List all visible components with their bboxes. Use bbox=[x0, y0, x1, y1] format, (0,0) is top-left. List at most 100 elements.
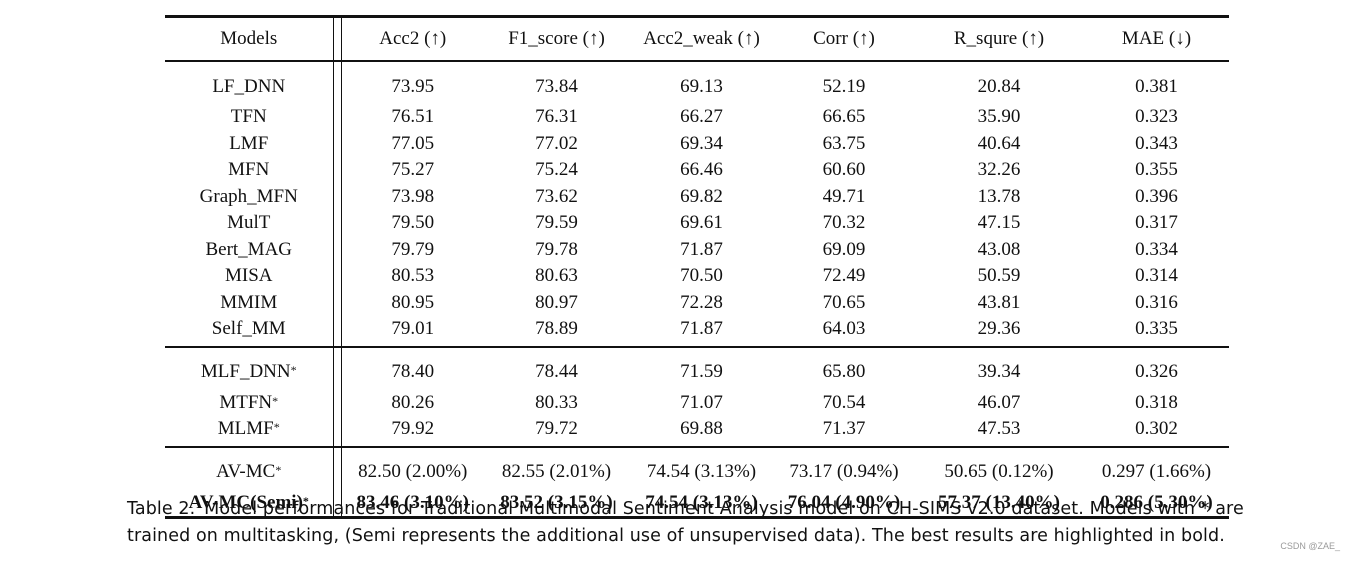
table-row: MMIM 80.95 80.97 72.28 70.65 43.81 0.316 bbox=[165, 289, 1229, 316]
table-body: LF_DNN 73.95 73.84 69.13 52.19 20.84 0.381 TFN 7… bbox=[165, 61, 1229, 519]
double-rule bbox=[332, 445, 342, 490]
column-header-models: Models bbox=[165, 15, 333, 62]
model-name-cell: MFN bbox=[165, 157, 333, 184]
model-name-cell: AV-MC(Semi)* bbox=[165, 489, 333, 519]
double-rule bbox=[332, 236, 342, 263]
metric-cell: 0.335 bbox=[1135, 318, 1178, 339]
metric-cell: 13.78 bbox=[977, 185, 1021, 207]
results-table: Models Acc2 (↑) F1_score (↑) Acc2_weak (… bbox=[165, 15, 1229, 519]
double-rule bbox=[332, 61, 342, 104]
metric-cell: 43.08 bbox=[977, 238, 1021, 260]
model-name-cell: Self_MM bbox=[165, 316, 333, 347]
double-rule bbox=[332, 130, 342, 157]
metric-cell: 69.13 bbox=[680, 75, 723, 97]
double-rule bbox=[332, 345, 342, 390]
caption-line-2: trained on multitasking, (Semi represent… bbox=[127, 526, 1225, 546]
metric-cell: 75.24 bbox=[535, 159, 578, 180]
metric-cell: 79.72 bbox=[535, 418, 578, 439]
header-row: Models Acc2 (↑) F1_score (↑) Acc2_weak (… bbox=[165, 15, 1229, 62]
metric-cell: 35.90 bbox=[977, 106, 1021, 127]
metric-cell: 82.50 (2.00%) bbox=[341, 445, 484, 490]
metric-cell: 73.84 bbox=[535, 75, 578, 97]
metric-cell: 73.17 (0.94%) bbox=[774, 445, 914, 490]
double-rule bbox=[332, 15, 342, 62]
metric-cell: 79.78 bbox=[535, 238, 578, 260]
model-name: Bert_MAG bbox=[205, 238, 293, 260]
model-name: MulT bbox=[227, 212, 271, 233]
metric-cell: 43.81 bbox=[977, 291, 1021, 313]
metric-cell: 0.334 bbox=[1135, 238, 1178, 260]
table-row: MTFN* 80.26 80.33 71.07 70.54 46.07 0.318 bbox=[165, 389, 1229, 416]
metric-cell: 69.61 bbox=[680, 212, 723, 233]
metric-cell: 65.80 bbox=[774, 345, 914, 390]
metric-cell: 69.82 bbox=[680, 185, 723, 207]
table-row: Self_MM 79.01 78.89 71.87 64.03 29.36 0.335 bbox=[165, 316, 1229, 347]
double-rule bbox=[332, 183, 342, 210]
metric-cell: 78.89 bbox=[535, 318, 578, 339]
model-name: MISA bbox=[224, 265, 273, 286]
double-rule bbox=[332, 263, 342, 290]
table-row: LMF 77.05 77.02 69.34 63.75 40.64 0.343 bbox=[165, 130, 1229, 157]
metric-cell: 47.53 bbox=[977, 418, 1021, 439]
table-row: MFN 75.27 75.24 66.46 60.60 32.26 0.355 bbox=[165, 157, 1229, 184]
metric-cell: 49.71 bbox=[822, 185, 866, 207]
metric-cell: 0.286 (5.30%) bbox=[1084, 489, 1229, 519]
column-header-acc2-weak: Acc2_weak (↑) bbox=[629, 15, 774, 62]
multitask-star: * bbox=[290, 363, 297, 378]
double-rule bbox=[332, 289, 342, 316]
multitask-star: * bbox=[273, 420, 280, 434]
model-name-cell: AV-MC* bbox=[165, 445, 333, 490]
metric-cell: 46.07 bbox=[977, 391, 1021, 413]
metric-cell: 66.27 bbox=[680, 106, 723, 127]
model-name: MLF_DNN bbox=[200, 361, 291, 383]
metric-cell: 0.297 (1.66%) bbox=[1084, 445, 1229, 490]
metric-cell: 0.302 bbox=[1135, 418, 1178, 439]
metric-cell: 83.52 (3.15%) bbox=[484, 489, 629, 519]
metric-cell: 79.92 bbox=[391, 418, 435, 439]
model-name-cell: MISA bbox=[165, 263, 333, 290]
metric-cell: 0.381 bbox=[1135, 75, 1178, 97]
metric-cell: 74.54 (3.13%) bbox=[629, 489, 774, 519]
metric-cell: 80.95 bbox=[391, 291, 435, 313]
model-name-cell: MLMF* bbox=[165, 416, 333, 447]
table-row: MISA 80.53 80.63 70.50 72.49 50.59 0.314 bbox=[165, 263, 1229, 290]
double-rule bbox=[332, 489, 342, 519]
metric-cell: 78.40 bbox=[341, 345, 484, 390]
metric-cell: 70.50 bbox=[680, 265, 723, 286]
metric-cell: 40.64 bbox=[977, 132, 1021, 154]
metric-cell: 57.37 (13.40%) bbox=[914, 489, 1084, 519]
metric-cell: 79.50 bbox=[391, 212, 435, 233]
metric-cell: 76.31 bbox=[535, 106, 578, 127]
table-row: TFN 76.51 76.31 66.27 66.65 35.90 0.323 bbox=[165, 104, 1229, 131]
table-row: MLMF* 79.92 79.72 69.88 71.37 47.53 0.302 bbox=[165, 416, 1229, 447]
metric-cell: 74.54 (3.13%) bbox=[629, 445, 774, 490]
model-name-cell: LF_DNN bbox=[165, 61, 333, 104]
double-rule bbox=[332, 389, 342, 416]
model-name-cell: Bert_MAG bbox=[165, 237, 333, 264]
metric-cell: 20.84 bbox=[977, 75, 1021, 97]
double-rule bbox=[332, 210, 342, 237]
metric-cell: 70.32 bbox=[822, 212, 866, 233]
table-row: MLF_DNN* 78.40 78.44 71.59 65.80 39.34 0.326 bbox=[165, 345, 1229, 390]
model-name: TFN bbox=[230, 106, 267, 127]
metric-cell: 50.65 (0.12%) bbox=[914, 445, 1084, 490]
metric-cell: 66.46 bbox=[680, 159, 723, 180]
metric-cell: 79.59 bbox=[535, 212, 578, 233]
metric-cell: 80.33 bbox=[535, 391, 578, 413]
model-name: AV-MC bbox=[216, 461, 276, 483]
metric-cell: 39.34 bbox=[914, 345, 1084, 390]
metric-cell: 66.65 bbox=[822, 106, 866, 127]
metric-cell: 82.55 (2.01%) bbox=[484, 445, 629, 490]
table-row: Graph_MFN 73.98 73.62 69.82 49.71 13.78 0.396 bbox=[165, 183, 1229, 210]
metric-cell: 73.98 bbox=[391, 185, 435, 207]
metric-cell: 69.09 bbox=[822, 238, 866, 260]
metric-cell: 80.63 bbox=[535, 265, 578, 286]
metric-cell: 78.44 bbox=[484, 345, 629, 390]
metric-cell: 71.59 bbox=[629, 345, 774, 390]
metric-cell: 52.19 bbox=[822, 75, 866, 97]
metric-cell: 0.314 bbox=[1135, 265, 1178, 286]
table-row: Bert_MAG 79.79 79.78 71.87 69.09 43.08 0.334 bbox=[165, 236, 1229, 264]
column-header-f1-score: F1_score (↑) bbox=[484, 15, 629, 62]
table-row: MulT 79.50 79.59 69.61 70.32 47.15 0.317 bbox=[165, 210, 1229, 237]
